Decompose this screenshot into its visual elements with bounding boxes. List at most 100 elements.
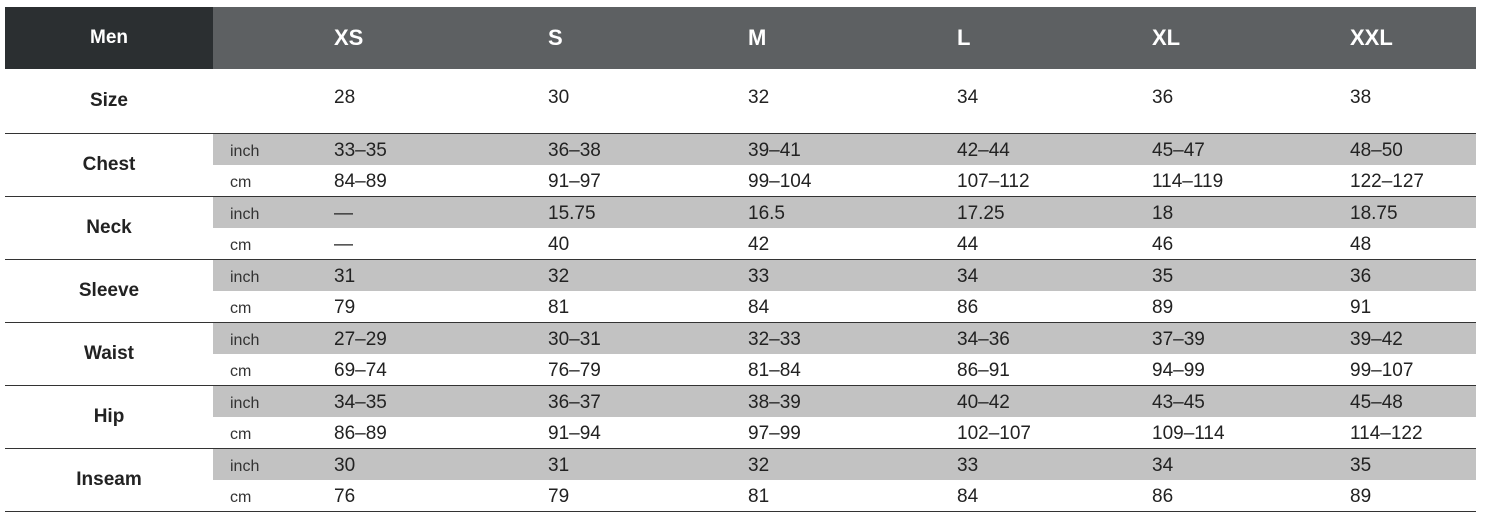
measurement-value: 31 (334, 266, 356, 287)
measurement-value: 42–44 (957, 140, 1010, 161)
measurement-value: 107–112 (957, 171, 1030, 192)
inch-row: inch — 15.75 16.5 17.25 18 18.75 (213, 197, 1476, 228)
measurement-value: 45–47 (1152, 140, 1205, 161)
measurement-group: Sleeve inch 31 32 33 34 35 36 cm 79 81 84 86 89 91 (5, 260, 1476, 323)
cm-row: cm 84–89 91–97 99–104 107–112 114–119 122–127 (213, 165, 1476, 196)
measurement-value: 37–39 (1152, 329, 1205, 350)
measurement-value: 84–89 (334, 171, 387, 192)
header-row: Men XS S M L XL XXL (5, 7, 1476, 69)
measurement-value: 17.25 (957, 203, 1005, 224)
measurement-value: 81 (548, 297, 570, 318)
measurement-value: — (334, 203, 353, 224)
measurement-value: 44 (957, 234, 979, 255)
measurement-value: 89 (1350, 486, 1372, 507)
measurement-value: 48 (1350, 234, 1372, 255)
unit-label: cm (230, 426, 252, 443)
measurement-group: Waist inch 27–29 30–31 32–33 34–36 37–39 39–42 c… (5, 323, 1476, 386)
size-header-m: M (748, 25, 767, 50)
measurement-value: 33–35 (334, 140, 387, 161)
measurement-value: 42 (748, 234, 770, 255)
size-row: Size 28 30 32 34 36 38 (5, 69, 1476, 134)
measurement-value: 86–91 (957, 360, 1010, 381)
unit-label: inch (230, 458, 260, 475)
row-label: Hip (93, 406, 125, 427)
measurement-value: 48–50 (1350, 140, 1403, 161)
measurement-value: 91–94 (548, 423, 601, 444)
inch-row: inch 34–35 36–37 38–39 40–42 43–45 45–48 (213, 386, 1476, 417)
measurement-value: 40 (548, 234, 570, 255)
measurement-value: 97–99 (748, 423, 801, 444)
unit-label: inch (230, 206, 260, 223)
measurement-value: 69–74 (334, 360, 387, 381)
measurement-value: 34–36 (957, 329, 1010, 350)
measurement-value: 36–38 (548, 140, 601, 161)
measurement-value: 34–35 (334, 392, 387, 413)
cm-row: cm 86–89 91–94 97–99 102–107 109–114 114–122 (213, 417, 1476, 448)
unit-label: cm (230, 363, 252, 380)
size-value: 34 (957, 87, 979, 108)
measurement-value: 114–122 (1350, 423, 1423, 444)
measurement-value: 27–29 (334, 329, 387, 350)
measurement-value: 39–41 (748, 140, 801, 161)
measurement-value: 84 (957, 486, 979, 507)
measurement-groups: Chest inch 33–35 36–38 39–41 42–44 45–47 48–50 c… (5, 134, 1476, 512)
unit-label: inch (230, 332, 260, 349)
measurement-value: 99–104 (748, 171, 812, 192)
size-header-xs: XS (334, 25, 364, 50)
measurement-value: 76 (334, 486, 356, 507)
measurement-value: 35 (1350, 455, 1372, 476)
row-label: Chest (82, 154, 136, 175)
unit-label: inch (230, 269, 260, 286)
cm-row: cm — 40 42 44 46 48 (213, 228, 1476, 259)
row-label: Neck (86, 217, 132, 238)
section-title: Men (5, 7, 213, 69)
size-header-s: S (548, 25, 563, 50)
inch-row: inch 31 32 33 34 35 36 (213, 260, 1476, 291)
measurement-value: 15.75 (548, 203, 596, 224)
size-header-xl: XL (1152, 25, 1181, 50)
inch-row: inch 27–29 30–31 32–33 34–36 37–39 39–42 (213, 323, 1476, 354)
row-label: Inseam (76, 469, 142, 490)
measurement-value: 99–107 (1350, 360, 1414, 381)
size-value: 32 (748, 87, 770, 108)
measurement-value: 18.75 (1350, 203, 1398, 224)
measurement-value: 39–42 (1350, 329, 1403, 350)
measurement-value: 32–33 (748, 329, 801, 350)
measurement-value: 40–42 (957, 392, 1010, 413)
size-value: 28 (334, 87, 356, 108)
size-chart: Men XS S M L XL XXL Size 28 30 32 34 36 … (5, 7, 1476, 512)
measurement-value: 30 (334, 455, 356, 476)
measurement-value: 86–89 (334, 423, 387, 444)
size-value: 30 (548, 87, 570, 108)
measurement-value: 32 (548, 266, 570, 287)
measurement-value: 91–97 (548, 171, 601, 192)
size-header-xxl: XXL (1350, 25, 1393, 50)
measurement-value: 76–79 (548, 360, 601, 381)
row-label: Sleeve (78, 280, 140, 301)
measurement-value: 16.5 (748, 203, 785, 224)
measurement-value: 36–37 (548, 392, 601, 413)
size-columns-header: XS S M L XL XXL (213, 7, 1476, 69)
measurement-value: 84 (748, 297, 770, 318)
cm-row: cm 79 81 84 86 89 91 (213, 291, 1476, 322)
measurement-value: 18 (1152, 203, 1174, 224)
row-label: Waist (84, 343, 134, 364)
measurement-value: 43–45 (1152, 392, 1205, 413)
measurement-value: 33 (748, 266, 770, 287)
cm-row: cm 76 79 81 84 86 89 (213, 480, 1476, 511)
measurement-group: Inseam inch 30 31 32 33 34 35 cm 76 79 81 84 86 89 (5, 449, 1476, 512)
measurement-value: 34 (1152, 455, 1174, 476)
measurement-value: 91 (1350, 297, 1372, 318)
measurement-group: Chest inch 33–35 36–38 39–41 42–44 45–47 48–50 c… (5, 134, 1476, 197)
size-value: 38 (1350, 87, 1372, 108)
measurement-value: 122–127 (1350, 171, 1424, 192)
measurement-value: 30–31 (548, 329, 601, 350)
measurement-value: 36 (1350, 266, 1372, 287)
measurement-value: 94–99 (1152, 360, 1205, 381)
cm-row: cm 69–74 76–79 81–84 86–91 94–99 99–107 (213, 354, 1476, 385)
measurement-value: 81 (748, 486, 770, 507)
measurement-value: 46 (1152, 234, 1174, 255)
measurement-value: 89 (1152, 297, 1174, 318)
measurement-value: 31 (548, 455, 570, 476)
measurement-value: 79 (334, 297, 356, 318)
